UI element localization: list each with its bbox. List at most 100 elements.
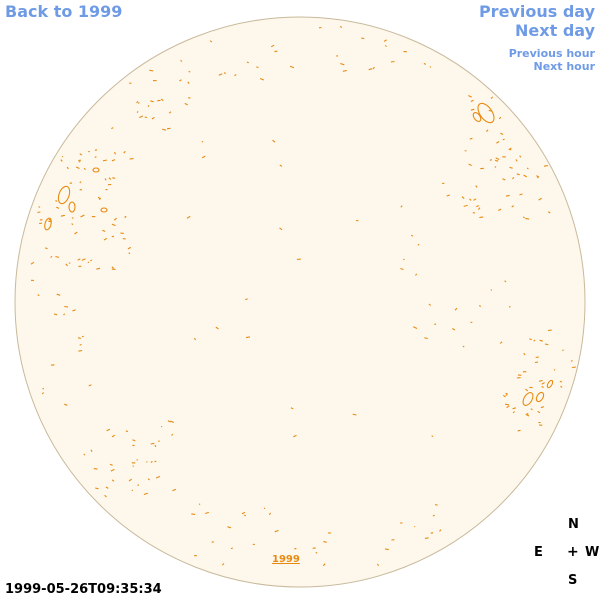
contour-mark — [90, 449, 93, 452]
contour-mark — [560, 385, 563, 388]
contour-mark — [517, 429, 521, 432]
contour-mark — [74, 231, 78, 235]
contour-mark — [390, 60, 395, 63]
contour-mark — [147, 478, 150, 481]
next-day-link[interactable]: Next day — [515, 21, 595, 40]
contour-mark — [340, 62, 345, 66]
contour-mark — [63, 313, 66, 316]
contour-mark — [526, 412, 529, 415]
contour-mark — [538, 379, 543, 382]
contour-mark — [80, 214, 85, 218]
contour-mark — [454, 307, 458, 311]
year-link[interactable]: 1999 — [272, 554, 300, 565]
contour-mark — [244, 514, 246, 517]
contour-mark — [184, 102, 188, 106]
contour-mark — [111, 479, 115, 482]
contour-mark — [477, 207, 481, 210]
contour-mark — [30, 261, 35, 265]
contour-mark — [104, 494, 107, 498]
contour-loop — [68, 201, 76, 213]
contour-mark — [562, 349, 564, 352]
contour-loop — [522, 392, 534, 406]
contour-mark — [131, 489, 134, 492]
contour-loop — [100, 207, 108, 213]
contour-mark — [508, 305, 511, 308]
contour-mark — [166, 127, 171, 130]
contour-mark — [246, 61, 249, 64]
contour-mark — [323, 541, 327, 543]
contour-mark — [417, 243, 420, 246]
contour-mark — [280, 562, 283, 565]
contour-mark — [180, 59, 183, 62]
contour-mark — [155, 475, 161, 479]
contour-mark — [500, 132, 504, 135]
contour-mark — [94, 149, 98, 151]
contour-mark — [372, 66, 375, 70]
contour-mark — [496, 141, 500, 144]
contour-mark — [512, 411, 515, 414]
contour-mark — [44, 247, 48, 250]
contour-mark — [505, 392, 508, 395]
contour-mark — [519, 155, 522, 158]
contour-mark — [525, 388, 529, 392]
contour-mark — [463, 204, 468, 207]
contour-mark — [88, 384, 92, 387]
contour-mark — [109, 463, 113, 466]
next-hour-link[interactable]: Next hour — [533, 60, 596, 73]
contour-mark — [415, 273, 418, 276]
contour-mark — [124, 215, 127, 218]
contour-mark — [352, 413, 357, 416]
contour-mark — [193, 337, 197, 341]
contour-mark — [150, 460, 153, 463]
contour-mark — [71, 223, 74, 226]
contour-mark — [476, 205, 479, 208]
contour-mark — [470, 99, 474, 102]
contour-mark — [132, 439, 136, 442]
contour-mark — [462, 345, 465, 348]
contour-mark — [523, 174, 528, 178]
contour-mark — [499, 341, 503, 344]
back-to-year-link[interactable]: Back to 1999 — [5, 2, 123, 21]
contour-mark — [150, 442, 155, 445]
compass-center: + — [567, 544, 579, 560]
contour-mark — [470, 108, 475, 111]
contour-mark — [522, 216, 525, 219]
contour-mark — [221, 563, 225, 566]
contour-mark — [215, 326, 219, 330]
contour-loop — [535, 391, 545, 403]
compass-rose: N E + W S — [517, 517, 599, 597]
contour-mark — [160, 98, 164, 102]
contour-mark — [136, 111, 139, 113]
contour-mark — [137, 102, 140, 104]
contour-mark — [245, 298, 248, 301]
contour-mark — [154, 460, 157, 463]
solar-disk — [14, 16, 586, 588]
contour-mark — [515, 159, 518, 162]
previous-hour-link[interactable]: Previous hour — [508, 47, 595, 60]
contour-mark — [536, 175, 540, 178]
contour-mark — [113, 217, 117, 221]
contour-mark — [502, 394, 506, 398]
contour-mark — [55, 255, 60, 258]
contour-mark — [468, 163, 472, 167]
contour-mark — [279, 227, 283, 231]
contour-mark — [322, 563, 326, 567]
compass-east: E — [534, 545, 543, 560]
contour-mark — [494, 166, 497, 168]
contour-mark — [172, 488, 177, 492]
contour-mark — [205, 511, 209, 515]
compass-south: S — [568, 573, 578, 588]
contour-mark — [223, 72, 226, 75]
contour-mark — [123, 150, 126, 154]
contour-loop — [546, 379, 554, 389]
contour-mark — [376, 563, 380, 567]
contour-mark — [113, 151, 117, 155]
contour-mark — [410, 234, 414, 237]
contour-mark — [290, 407, 294, 410]
previous-day-link[interactable]: Previous day — [478, 2, 595, 21]
contour-mark — [439, 529, 442, 532]
contour-mark — [154, 444, 157, 448]
contour-mark — [37, 294, 40, 297]
contour-mark — [525, 217, 530, 220]
